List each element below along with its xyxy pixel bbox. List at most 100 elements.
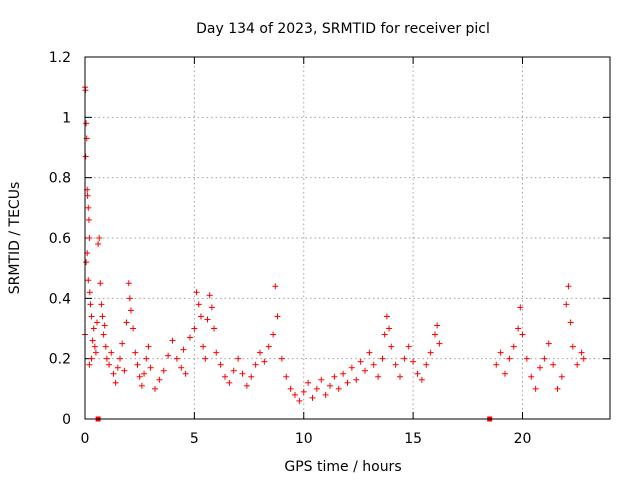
data-point [287,385,294,392]
data-point [401,355,408,362]
data-point [257,349,263,356]
axis-tick-labels: 0 0.2 0.4 0.6 0.8 1 1.2 0 5 10 15 20 [49,50,532,447]
data-point [125,280,132,287]
data-point [379,355,386,362]
data-point [296,397,303,404]
data-point [87,301,94,308]
data-point [270,331,277,338]
data-point [554,385,561,392]
data-point [94,319,101,326]
data-point [239,370,246,377]
data-point [243,382,250,389]
data-point [327,382,333,389]
data-point [85,204,92,211]
data-point [178,364,185,371]
data-point [532,385,539,392]
data-point [187,334,193,341]
data-point [362,367,368,374]
y-tick-label: 0.8 [49,171,71,187]
plot-frame [84,56,611,420]
data-point [173,355,180,362]
data-point [565,283,572,290]
data-point [252,361,259,368]
grid [85,57,610,419]
data-point [195,301,202,308]
x-tick-label: 5 [190,431,199,447]
data-point [322,391,329,398]
data-point [563,301,570,308]
data-point [202,355,209,362]
y-tick-label: 0.4 [49,291,71,307]
data-point [383,313,390,320]
chart-title: Day 134 of 2023, SRMTID for receiver pic… [196,21,490,37]
data-point [366,349,373,356]
data-point [230,367,237,374]
data-point [152,385,158,392]
data-point [235,355,242,362]
data-point [204,316,211,323]
data-point [283,373,290,380]
data-point [397,373,403,380]
data-point [95,241,102,248]
x-tick-label: 0 [81,431,90,447]
data-point [103,355,110,362]
x-tick-label: 10 [295,431,313,447]
data-point [274,313,281,320]
data-point [86,289,93,296]
data-point [261,358,268,365]
data-point [110,370,117,377]
data-point [348,364,355,371]
x-tick-label: 20 [514,431,532,447]
data-point [92,349,99,356]
data-point [423,361,430,368]
data-point [537,364,543,371]
data-point [318,376,325,383]
data-point [200,343,207,350]
data-point [83,120,90,127]
data-point [569,343,576,350]
data-point [99,313,106,320]
data-point [90,325,97,332]
data-point [213,349,220,356]
data-point [182,370,189,377]
data-point [84,192,91,199]
data-point [506,355,513,362]
data-point [313,385,320,392]
data-point [88,313,95,320]
data-point [510,343,517,350]
data-point [528,373,535,380]
data-point [414,370,421,377]
data-point [370,361,377,368]
data-point [145,343,152,350]
y-tick-label: 1 [62,110,71,126]
data-point [519,331,526,338]
data-point [502,370,508,377]
data-point [106,361,113,368]
data-point [83,259,90,266]
y-tick-label: 0.2 [49,352,71,368]
data-point [132,349,139,356]
data-point [102,343,109,350]
data-point [134,361,141,368]
data-point [272,283,279,290]
data-point [208,304,215,311]
data-point [126,295,133,302]
y-tick-label: 0.6 [49,231,71,247]
data-point [523,355,530,362]
data-point [405,343,412,350]
data-point [127,307,134,314]
data-point [112,379,119,386]
data-point [85,277,92,284]
data-point [550,361,557,368]
data-point [434,322,441,329]
data-point [143,355,150,362]
data-point [91,343,98,350]
x-tick-label: 15 [404,431,422,447]
data-point [226,379,233,386]
data-point [82,153,89,160]
data-point [108,349,115,356]
data-point [138,382,145,389]
data-point [222,373,228,380]
data-point [497,349,504,356]
